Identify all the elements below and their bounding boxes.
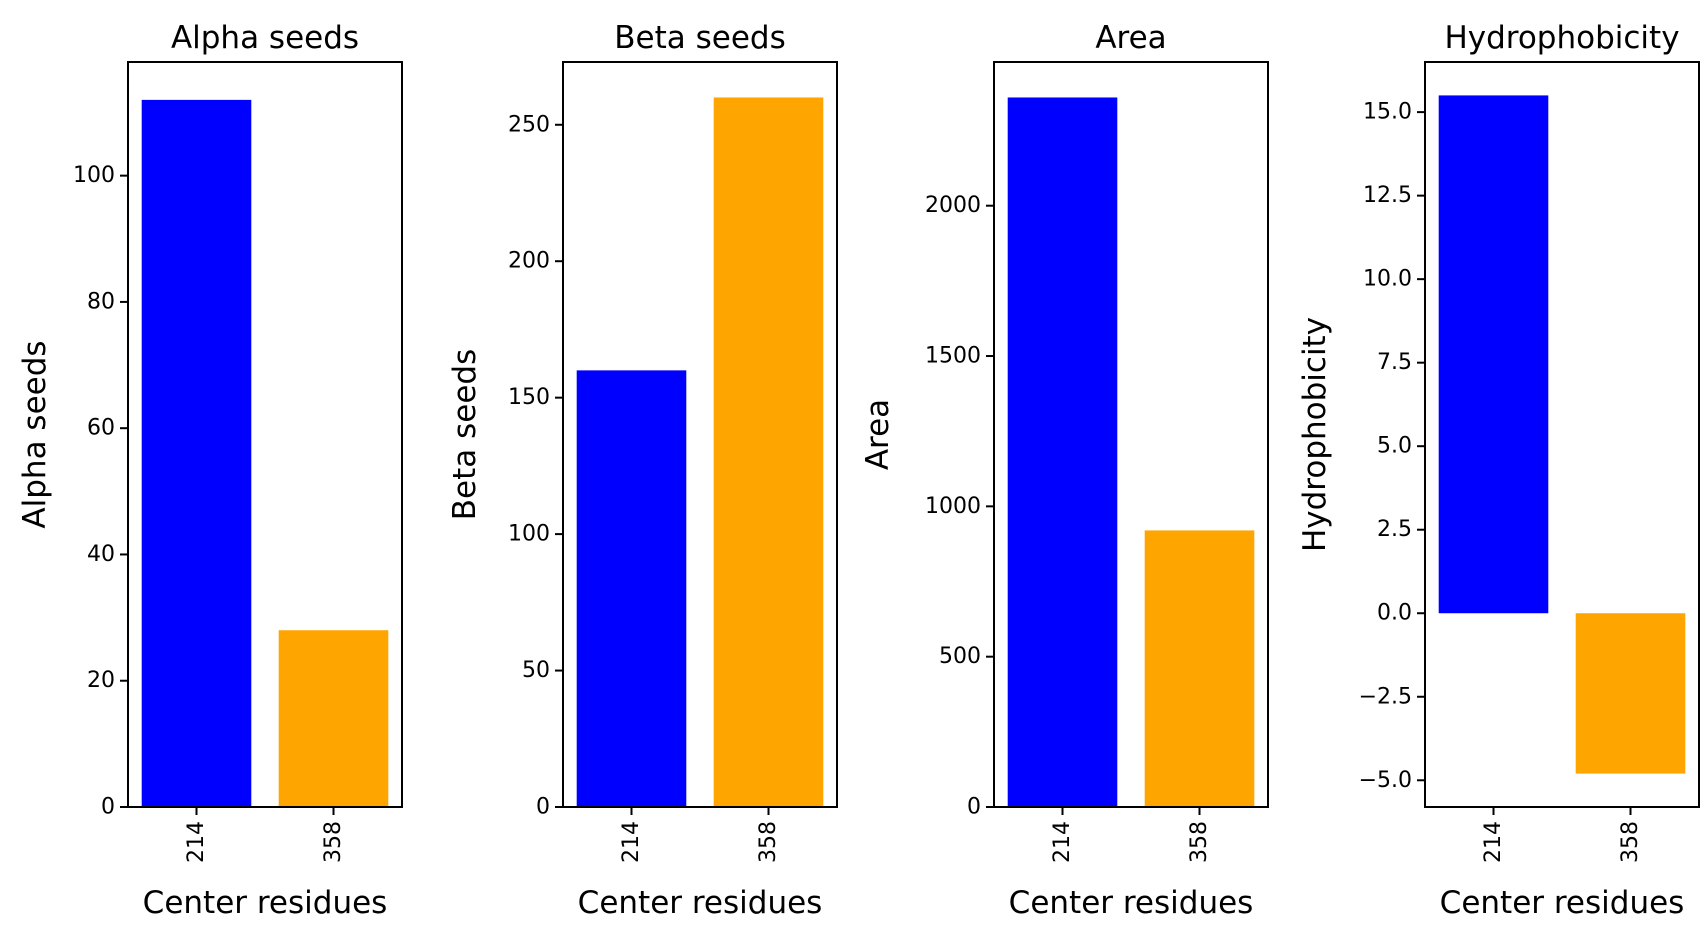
y-tick-label: 250 (508, 112, 550, 137)
y-tick-label: 1500 (925, 344, 981, 369)
bar-214 (1007, 97, 1118, 807)
bar-358 (278, 630, 389, 807)
axes-frame (562, 61, 838, 808)
x-tick-label: 214 (1050, 821, 1075, 863)
y-tick-label: 100 (508, 522, 550, 547)
y-tick-label: 100 (73, 163, 115, 188)
y-tick-label: 5.0 (1377, 434, 1412, 459)
x-tick-label: 214 (184, 821, 209, 863)
y-tick-label: 2.5 (1377, 517, 1412, 542)
y-axis-label: Area (860, 399, 896, 470)
subplot-3: 0 500 1000 1500 2000 214 358 Area Center residue… (860, 20, 1269, 921)
y-tick-label: 200 (508, 249, 550, 274)
x-tick-label: 358 (321, 821, 346, 863)
y-tick-label: 12.5 (1363, 183, 1412, 208)
y-tick-label: 20 (87, 668, 115, 693)
y-tick-label: 50 (522, 658, 550, 683)
x-tick-label: 214 (619, 821, 644, 863)
x-tick-label: 358 (1187, 821, 1212, 863)
y-tick-label: 150 (508, 385, 550, 410)
y-tick-label: 60 (87, 416, 115, 441)
y-tick-label: 0 (536, 795, 550, 820)
bar-358 (713, 97, 824, 807)
y-tick-label: 0.0 (1377, 601, 1412, 626)
subplot-title: Hydrophobicity (1444, 20, 1679, 56)
subplot-2: 0 50 100 150 200 250 214 358 Beta seeds Center re… (447, 20, 838, 921)
bar-358 (1144, 530, 1255, 807)
y-tick-label: 2000 (925, 193, 981, 218)
y-tick-label: 15.0 (1363, 100, 1412, 125)
y-tick-label: 40 (87, 542, 115, 567)
y-tick-label: −2.5 (1359, 684, 1412, 709)
y-axis-label: Beta seeds (447, 349, 483, 520)
y-tick-label: 7.5 (1377, 350, 1412, 375)
axes-frame (127, 61, 403, 808)
axes-frame (1424, 61, 1700, 808)
y-tick-label: 10.0 (1363, 267, 1412, 292)
subplot-title: Beta seeds (614, 20, 785, 56)
y-axis-label: Alpha seeds (17, 340, 53, 528)
subplot-1: 0 20 40 60 80 100 214 358 Alpha seeds Center resi… (17, 20, 403, 921)
bar-214 (1438, 95, 1549, 614)
y-tick-label: 0 (967, 795, 981, 820)
y-tick-label: 0 (101, 795, 115, 820)
x-axis-label: Center residues (578, 885, 823, 921)
x-axis-label: Center residues (1009, 885, 1254, 921)
subplot-title: Alpha seeds (171, 20, 359, 56)
y-tick-label: −5.0 (1359, 768, 1412, 793)
x-axis-label: Center residues (143, 885, 388, 921)
y-axis-label: Hydrophobicity (1297, 317, 1333, 552)
x-tick-label: 358 (1618, 821, 1643, 863)
x-tick-label: 214 (1481, 821, 1506, 863)
x-axis-label: Center residues (1440, 885, 1685, 921)
y-tick-label: 500 (939, 644, 981, 669)
subplot-title: Area (1095, 20, 1166, 56)
bar-214 (576, 370, 687, 807)
bar-214 (141, 99, 252, 808)
x-tick-label: 358 (756, 821, 781, 863)
y-tick-label: 1000 (925, 494, 981, 519)
axes-frame (993, 61, 1269, 808)
subplot-4: −5.0 −2.5 0.0 2.5 5.0 7.5 10.0 12.5 15.0 214 358 Hy… (1297, 20, 1700, 921)
y-tick-label: 80 (87, 289, 115, 314)
bar-358 (1575, 613, 1686, 774)
